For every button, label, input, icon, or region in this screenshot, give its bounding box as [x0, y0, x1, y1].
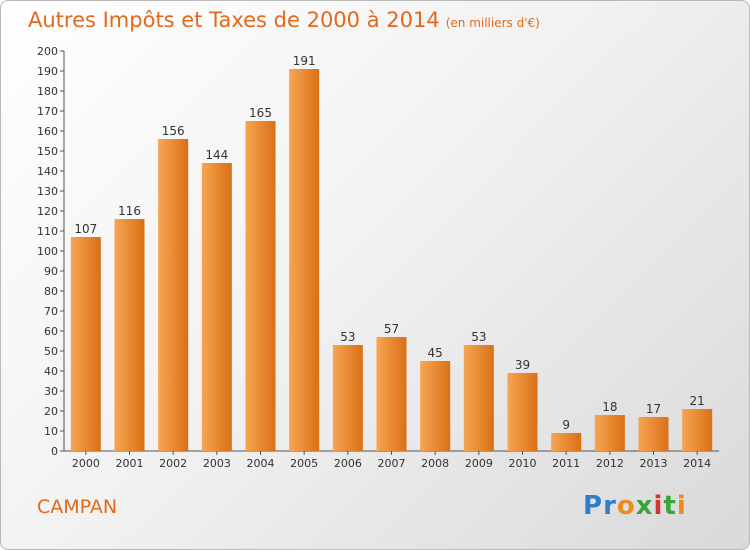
bar	[201, 163, 232, 451]
x-tick-label: 2014	[683, 457, 711, 470]
x-tick-label: 2012	[596, 457, 624, 470]
bar	[376, 337, 407, 451]
bar-value-label: 9	[562, 418, 570, 432]
y-tick-label: 110	[37, 225, 58, 238]
x-tick-label: 2010	[509, 457, 537, 470]
bar-value-label: 53	[340, 330, 355, 344]
y-tick-label: 80	[44, 285, 58, 298]
y-tick-label: 100	[37, 245, 58, 258]
y-tick-label: 120	[37, 205, 58, 218]
bar-value-label: 45	[428, 346, 443, 360]
bar	[551, 433, 582, 451]
x-tick-label: 2013	[640, 457, 668, 470]
bar-value-label: 156	[162, 124, 185, 138]
x-tick-label: 2002	[159, 457, 187, 470]
x-tick-label: 2000	[72, 457, 100, 470]
y-tick-label: 10	[44, 425, 58, 438]
bar-value-label: 144	[205, 148, 228, 162]
y-tick-label: 130	[37, 185, 58, 198]
bar	[332, 345, 363, 451]
x-tick-label: 2003	[203, 457, 231, 470]
chart-title-text: Autres Impôts et Taxes de 2000 à 2014	[28, 8, 440, 32]
x-tick-label: 2007	[378, 457, 406, 470]
bar	[114, 219, 145, 451]
bar	[70, 237, 101, 451]
x-tick-label: 2004	[247, 457, 275, 470]
y-tick-label: 30	[44, 385, 58, 398]
bar	[638, 417, 669, 451]
bar-value-label: 191	[293, 54, 316, 68]
bar-value-label: 107	[74, 222, 97, 236]
bar	[682, 409, 713, 451]
y-tick-label: 70	[44, 305, 58, 318]
bar	[507, 373, 538, 451]
bar	[245, 121, 276, 451]
y-tick-label: 90	[44, 265, 58, 278]
x-tick-label: 2011	[552, 457, 580, 470]
bar-value-label: 21	[690, 394, 705, 408]
bar-value-label: 53	[471, 330, 486, 344]
y-tick-label: 0	[51, 445, 58, 458]
x-tick-label: 2008	[421, 457, 449, 470]
y-tick-label: 200	[37, 45, 58, 58]
chart-title: Autres Impôts et Taxes de 2000 à 2014 (en…	[28, 8, 540, 32]
y-tick-label: 180	[37, 85, 58, 98]
bar	[463, 345, 494, 451]
proxiti-logo: Proxiti	[583, 491, 687, 521]
y-tick-label: 50	[44, 345, 58, 358]
commune-name: CAMPAN	[37, 496, 118, 518]
bar-value-label: 57	[384, 322, 399, 336]
y-tick-label: 40	[44, 365, 58, 378]
bar-value-label: 18	[602, 400, 617, 414]
x-tick-label: 2005	[290, 457, 318, 470]
x-tick-label: 2001	[116, 457, 144, 470]
y-tick-label: 60	[44, 325, 58, 338]
y-tick-label: 20	[44, 405, 58, 418]
chart-unit: (en milliers d'€)	[445, 16, 540, 30]
bar	[158, 139, 189, 451]
y-tick-label: 160	[37, 125, 58, 138]
x-tick-label: 2006	[334, 457, 362, 470]
bar	[289, 69, 320, 451]
y-tick-label: 150	[37, 145, 58, 158]
y-tick-label: 170	[37, 105, 58, 118]
bar	[420, 361, 451, 451]
bar-value-label: 165	[249, 106, 272, 120]
bar-value-label: 116	[118, 204, 141, 218]
x-tick-label: 2009	[465, 457, 493, 470]
y-tick-label: 190	[37, 65, 58, 78]
bar	[594, 415, 625, 451]
bar-value-label: 39	[515, 358, 530, 372]
y-tick-label: 140	[37, 165, 58, 178]
bar-value-label: 17	[646, 402, 661, 416]
